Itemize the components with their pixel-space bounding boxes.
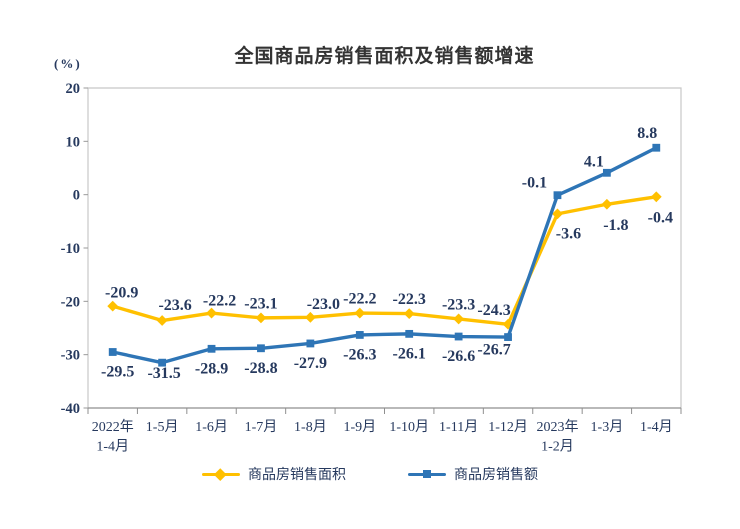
sales-amount-data-label: -26.6 [442,348,475,365]
sales-amount-marker [652,143,661,152]
sales-amount-data-label: -27.9 [294,355,327,372]
sales-area-legend-swatch [202,467,240,480]
y-axis-tick-label: 0 [73,188,80,204]
sales-amount-data-label: -26.1 [393,345,426,362]
sales-amount-marker [257,344,265,353]
x-axis-tick-label: 1-4月 [640,419,673,435]
sales-area-data-label: -24.3 [477,302,510,319]
sales-area-data-label: -23.3 [442,296,475,313]
legend-item-sales-area: 商品房销售面积 [202,464,346,484]
sales-area-marker [107,300,119,312]
diamond-marker-icon [214,467,227,480]
sales-amount-marker [207,344,216,353]
x-axis-tick-label: 1-3月 [591,419,624,435]
sales-area-line [111,195,658,326]
sales-area-marker [552,208,563,220]
y-axis-tick-label: 20 [66,81,81,97]
x-axis-tick-label: 1-12月 [488,419,528,435]
sales-area-data-label: -22.3 [393,291,426,308]
sales-area-marker [156,315,168,326]
sales-amount-data-label: -26.3 [343,346,376,363]
x-axis-tick-label: 1-7月 [245,419,278,435]
sales-area-data-label: -0.4 [648,209,673,226]
y-axis-unit-label: (%) [54,56,82,71]
y-axis-tick-label: -10 [61,241,80,257]
sales-amount-marker [504,333,512,341]
sales-amount-marker [602,168,611,177]
x-axis-tick-label: 2022年 1-4月 [92,419,134,455]
sales-amount-marker [108,348,117,356]
x-axis-tick-label: 1-10月 [389,419,429,435]
sales-area-marker [206,307,217,319]
sales-area-data-label: -23.1 [244,295,277,312]
sales-amount-marker [306,339,315,348]
y-axis-tick-label: -40 [61,401,80,417]
sales-area-marker [650,191,662,203]
sales-area-marker [255,312,267,324]
sales-amount-data-label: -31.5 [147,365,180,382]
sales-area-data-label: -3.6 [556,225,581,242]
sales-amount-marker [405,329,414,338]
sales-amount-data-label: -29.5 [101,364,134,381]
sales-area-data-label: -22.2 [203,293,236,310]
sales-amount-marker [158,358,167,367]
legend-label-sales-area: 商品房销售面积 [248,468,346,483]
sales-amount-data-label: 4.1 [584,153,604,170]
x-axis-tick-label: 1-8月 [294,419,327,435]
sales-amount-marker [355,331,364,339]
x-axis-tick-label: 1-6月 [195,419,228,435]
sales-area-marker [403,308,415,319]
chart-legend: 商品房销售面积 商品房销售额 [0,464,740,484]
sales-area-data-label: -20.9 [105,285,138,302]
sales-amount-data-label: -0.1 [522,175,547,192]
sales-area-data-label: -23.6 [158,297,191,314]
x-axis-tick-label: 1-5月 [146,419,179,435]
y-axis-tick-label: 10 [66,134,81,150]
legend-item-sales-amount: 商品房销售额 [408,464,538,484]
sales-amount-data-label: -26.7 [477,342,510,359]
legend-label-sales-amount: 商品房销售额 [454,468,538,483]
x-axis-tick-label: 2023年 1-2月 [536,419,578,455]
x-axis-tick-label: 1-9月 [343,419,376,435]
sales-area-data-label: -23.0 [307,296,340,313]
chart-title: 全国商品房销售面积及销售额增速 [234,46,535,67]
sales-area-marker [453,313,465,325]
y-axis-tick-label: -20 [61,294,80,310]
sales-area-data-label: -1.8 [603,217,628,234]
sales-area-marker [601,198,613,210]
x-axis-tick-label: 1-11月 [439,419,478,435]
sales-amount-data-label: -28.9 [195,360,228,377]
square-marker-icon [423,470,431,478]
sales-amount-marker [454,332,463,341]
sales-area-marker [304,311,316,323]
sales-amount-data-label: -28.8 [244,360,277,377]
sales-amount-line [111,146,658,365]
sales-amount-marker [553,191,562,200]
sales-amount-legend-swatch [408,470,446,479]
sales-area-marker [354,307,366,319]
sales-area-data-label: -22.2 [343,291,376,308]
sales-amount-data-label: 8.8 [637,125,657,142]
y-axis-tick-label: -30 [61,348,80,364]
